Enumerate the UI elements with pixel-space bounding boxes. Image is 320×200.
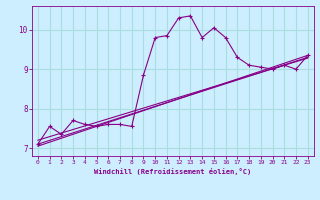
X-axis label: Windchill (Refroidissement éolien,°C): Windchill (Refroidissement éolien,°C) — [94, 168, 252, 175]
